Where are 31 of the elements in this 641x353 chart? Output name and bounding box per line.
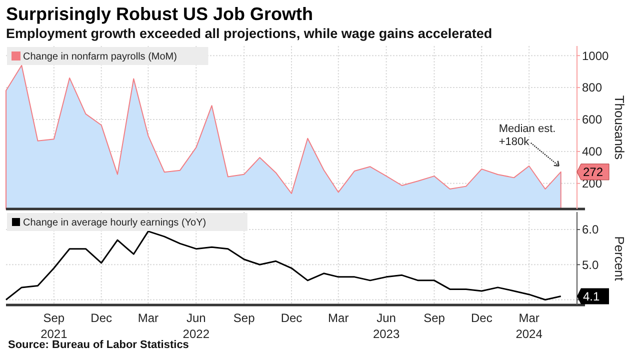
data-label: 4.1 (583, 290, 600, 304)
legend-label: Change in average hourly earnings (YoY) (23, 218, 206, 228)
y-tick-label: 400 (582, 144, 602, 159)
x-tick-label: Mar (328, 311, 349, 325)
x-tick-label: Dec (90, 311, 112, 325)
data-label: 272 (583, 165, 604, 180)
x-tick-label: Dec (280, 311, 302, 325)
legend: Change in nonfarm payrolls (MoM) (7, 47, 208, 65)
series-label: Change in nonfarm payrolls (MoM) (23, 52, 177, 62)
source-note: Source: Bureau of Labor Statistics (8, 339, 189, 351)
chart-title: Surprisingly Robust US Job Growth (6, 4, 314, 24)
x-tick-label: Mar 2024 (516, 311, 543, 341)
x-tick-label: Sep (424, 311, 446, 325)
chart-subtitle: Employment growth exceeded all projections, while wage gains accelerated (6, 26, 492, 41)
line-series (5, 230, 562, 300)
y-axis-title: Thousands (612, 95, 627, 160)
x-tick-label: Jun 2023 (372, 311, 400, 341)
annotation: Median est. +180k (498, 122, 556, 148)
x-tick-label: Dec (470, 311, 492, 325)
y-tick-label: 600 (582, 112, 602, 127)
y-axis-title: Percent (612, 236, 627, 282)
y-tick-label: 800 (582, 80, 602, 95)
x-tick-label: Sep 2021 (40, 311, 68, 341)
x-tick-label: Mar (138, 311, 159, 325)
x-tick-label: Sep (233, 311, 256, 325)
y-tick-label: 5.0 (582, 258, 600, 272)
x-tick-label: Jun 2022 (182, 311, 210, 341)
y-tick-label: 1000 (582, 48, 610, 63)
y-tick-label: 200 (582, 176, 602, 191)
legend: Change in average hourly earnings (YoY) (7, 213, 248, 231)
y-tick-label: 6.0 (582, 222, 600, 237)
